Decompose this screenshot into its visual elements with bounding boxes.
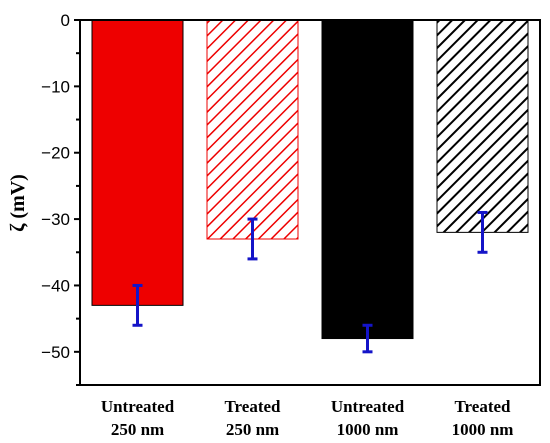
bar-3 <box>436 19 529 233</box>
x-category-label: 250 nm <box>111 420 164 439</box>
y-tick-label: −10 <box>41 77 70 96</box>
x-category-label: 1000 nm <box>337 420 399 439</box>
x-category-label: Untreated <box>331 397 405 416</box>
plot-frame <box>79 19 541 386</box>
x-category-label: Treated <box>454 397 511 416</box>
y-tick-label: −30 <box>41 210 70 229</box>
y-axis-title: ζ (mV) <box>7 174 29 232</box>
x-category-label: Untreated <box>101 397 175 416</box>
x-category-label: 250 nm <box>226 420 279 439</box>
x-category-label: Treated <box>224 397 281 416</box>
y-tick-label: −40 <box>41 276 70 295</box>
bar-0 <box>91 19 184 306</box>
x-category-label: 1000 nm <box>452 420 514 439</box>
bar-2 <box>321 19 414 340</box>
y-tick-label: −20 <box>41 144 70 163</box>
y-tick-label: 0 <box>61 11 70 30</box>
y-tick-label: −50 <box>41 343 70 362</box>
bar-1 <box>206 19 299 240</box>
